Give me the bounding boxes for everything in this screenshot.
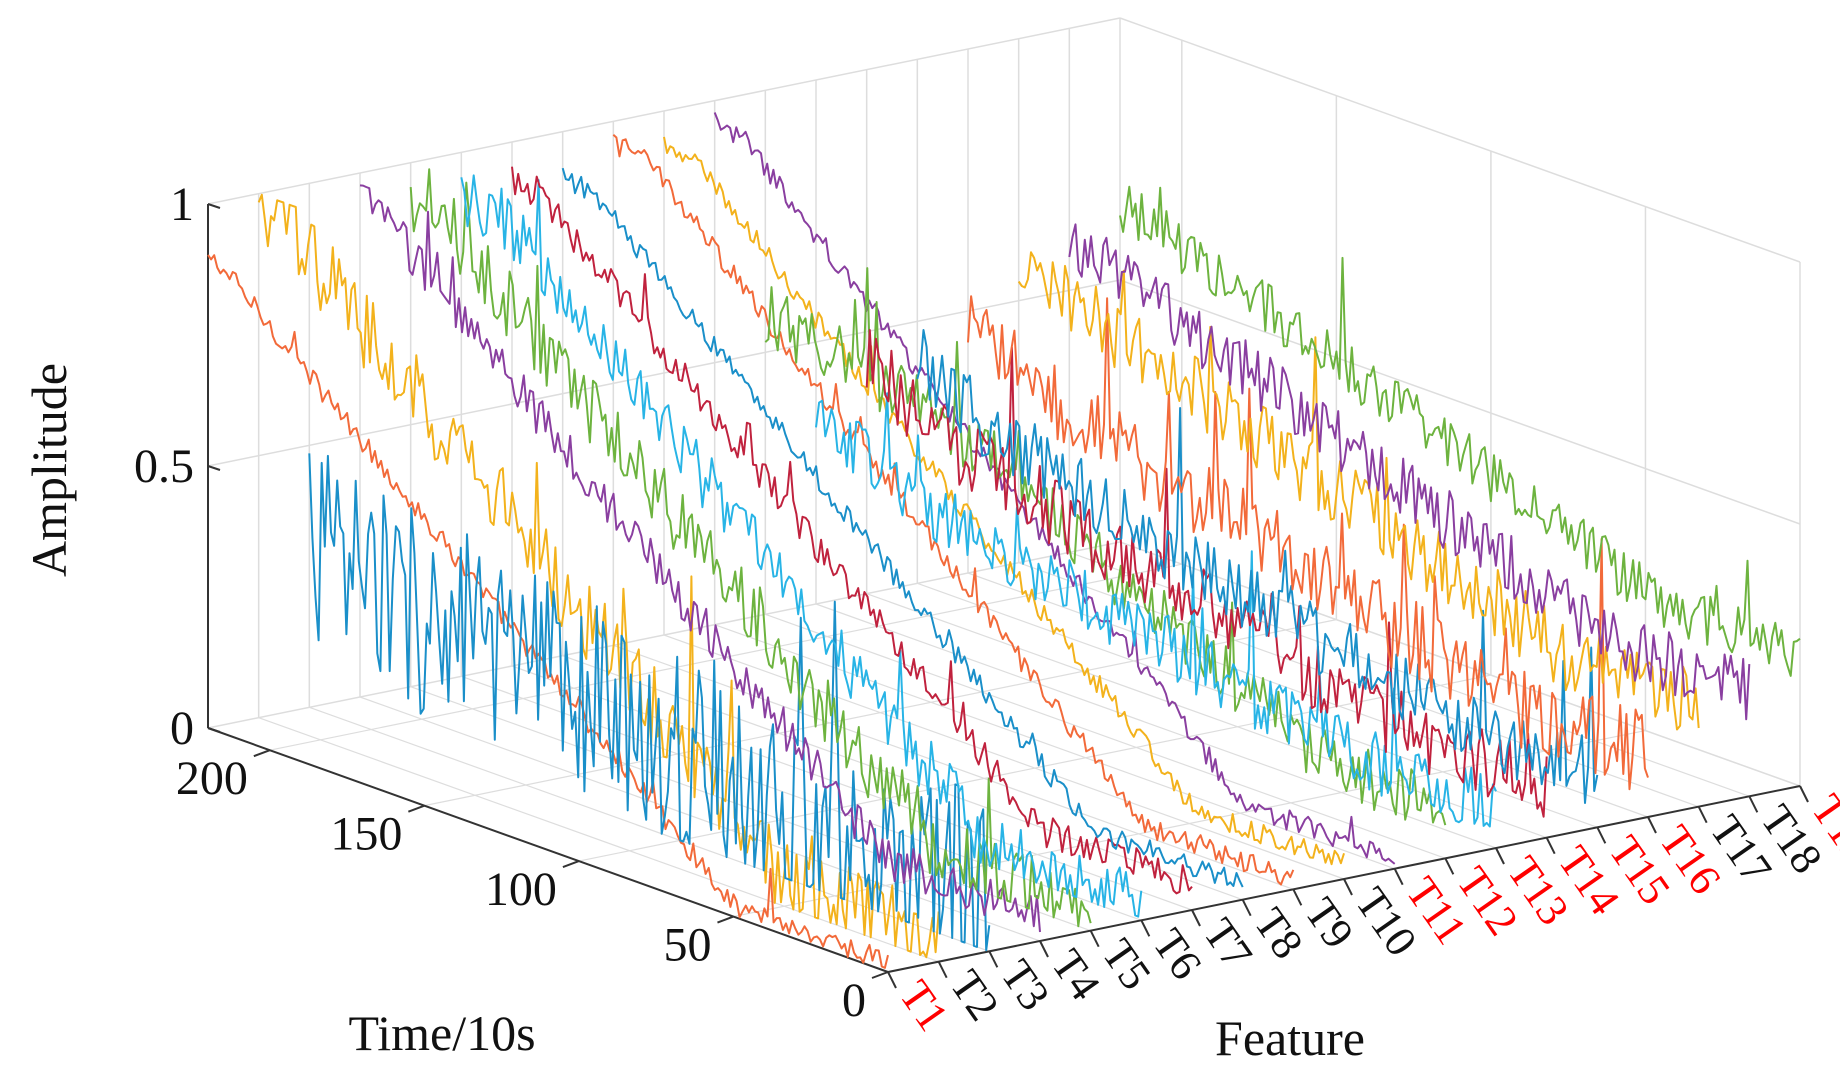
feature-label-t2: T2	[940, 961, 1008, 1029]
series-t11	[713, 112, 1396, 865]
x-tick	[1697, 806, 1708, 824]
series-t2	[257, 193, 940, 959]
x-axis-title: Feature	[1215, 1010, 1365, 1066]
grid-line-side-horizontal	[1119, 17, 1801, 263]
series-t5	[409, 168, 1092, 928]
grid-line-floor-feature	[359, 696, 1041, 942]
y-tick	[253, 749, 271, 758]
x-tick	[1343, 878, 1353, 896]
x-tick	[1545, 837, 1556, 855]
y-tick-label: 150	[330, 808, 402, 861]
series-t18	[1068, 223, 1751, 721]
series-t1	[207, 254, 889, 969]
feature-label-t9: T9	[1295, 889, 1363, 957]
grid-line-floor-time	[578, 674, 1492, 862]
feature-label-t7: T7	[1194, 910, 1262, 978]
y-tick	[408, 804, 425, 813]
series-t13	[815, 392, 1497, 828]
z-tick-label: 0	[170, 702, 194, 755]
z-tick	[207, 465, 221, 471]
feature-label-t5: T5	[1092, 930, 1160, 998]
series-t15	[916, 329, 1599, 804]
x-tick	[1241, 899, 1252, 917]
x-tick	[1191, 909, 1201, 927]
grid-line-floor-feature	[765, 613, 1446, 859]
x-tick	[937, 961, 948, 979]
grid-layer	[207, 17, 1801, 973]
x-tick	[1596, 826, 1607, 844]
series-t7	[511, 166, 1193, 895]
feature-label-t1: T1	[890, 972, 958, 1040]
series-t17	[1017, 251, 1700, 731]
grid-line-floor-feature	[714, 624, 1395, 870]
series-layer	[207, 112, 1801, 969]
grid-line-floor-feature	[309, 706, 990, 952]
grid-line-floor-feature	[663, 634, 1345, 880]
x-tick	[1799, 785, 1809, 803]
y-tick-label: 200	[176, 752, 248, 805]
x-tick	[1292, 888, 1303, 906]
x-tick	[1495, 847, 1505, 865]
z-tick-label: 1	[170, 178, 194, 231]
x-tick	[1748, 795, 1759, 813]
y-tick-label: 0	[842, 974, 866, 1027]
feature-label-t6: T6	[1143, 920, 1211, 988]
grid-line-back-horizontal	[207, 279, 1121, 467]
x-tick	[1140, 919, 1151, 937]
axis-layer: 0 0.5 1 0 50 100 150 200	[134, 178, 1809, 1027]
y-axis-line	[207, 727, 889, 973]
series-t3	[308, 453, 991, 952]
grid-line-floor-feature	[1069, 551, 1750, 797]
grid-line-side-horizontal	[1119, 279, 1801, 525]
grid-line-floor-time	[733, 729, 1646, 918]
grid-line-floor-feature	[258, 717, 939, 963]
y-tick	[717, 915, 734, 924]
x-tick	[1089, 930, 1100, 948]
y-axis-title: Time/10s	[348, 1005, 535, 1061]
series-t6	[460, 174, 1143, 918]
grid-line-floor-feature	[815, 603, 1497, 849]
feature-label-t4: T4	[1042, 941, 1110, 1009]
grid-line-floor-feature	[613, 644, 1294, 890]
feature-label-t3: T3	[991, 951, 1059, 1019]
z-tick-label: 0.5	[134, 440, 194, 493]
series-t9	[612, 133, 1295, 886]
series-t16	[967, 295, 1649, 791]
x-tick	[1039, 940, 1049, 958]
series-t8	[561, 167, 1244, 888]
x-tick	[887, 971, 897, 989]
x-tick	[1393, 868, 1404, 886]
series-t4	[359, 184, 1041, 933]
y-tick	[562, 860, 580, 869]
z-tick	[207, 727, 221, 733]
series-t19	[1119, 185, 1801, 677]
z-tick	[207, 203, 221, 209]
grid-line-floor-feature	[866, 593, 1547, 839]
y-tick-label: 50	[663, 919, 711, 972]
grid-line-back-horizontal	[207, 17, 1121, 205]
x-tick	[1444, 857, 1455, 875]
y-tick	[871, 971, 889, 979]
feature-label-t8: T8	[1244, 899, 1312, 967]
x-tick	[1647, 816, 1657, 834]
x-tick	[988, 950, 999, 968]
z-axis-title: Amplitude	[21, 363, 77, 577]
y-tick-label: 100	[485, 863, 557, 916]
